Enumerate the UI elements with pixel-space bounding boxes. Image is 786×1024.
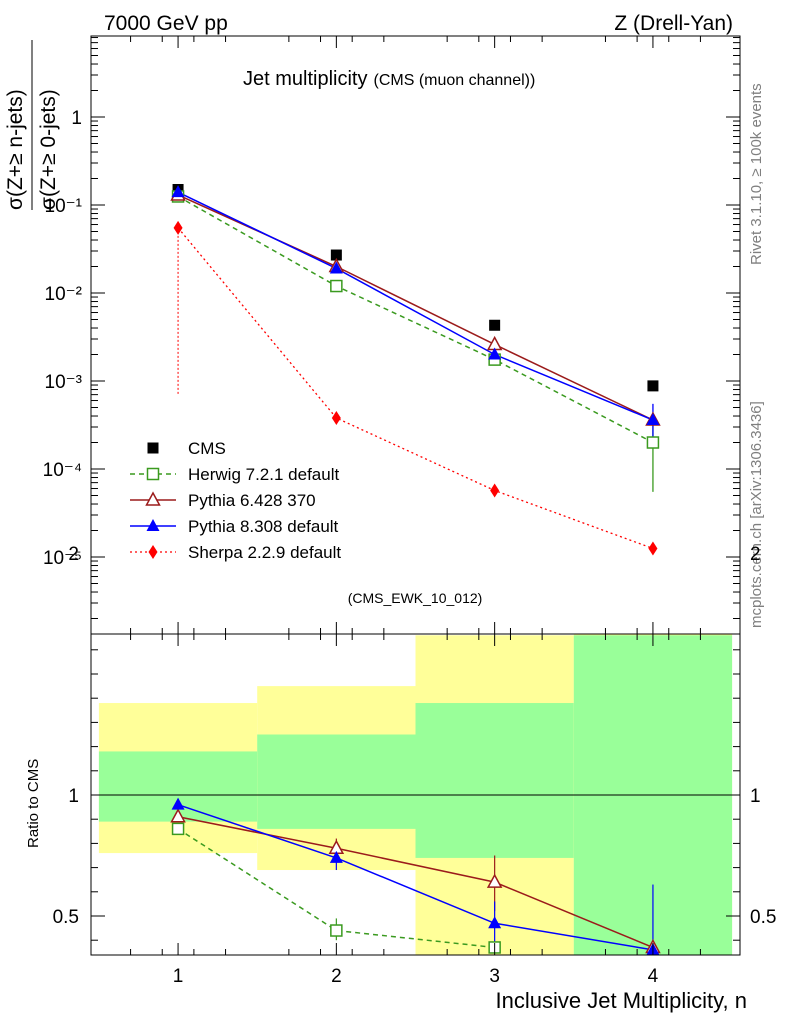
watermark: (CMS_EWK_10_012) [348, 590, 483, 606]
legend-marker-4 [148, 545, 158, 559]
y-tick-label-3: 10⁻³ [45, 372, 83, 393]
point-0-3 [647, 380, 659, 392]
series-line-2 [177, 194, 654, 421]
ratio-line-1 [177, 816, 654, 949]
ratio-line-2 [177, 803, 654, 951]
legend-label-4: Sherpa 2.2.9 default [188, 543, 341, 562]
point-0-2 [489, 319, 501, 331]
ratio-y-label-r-0: 0.5 [750, 907, 776, 928]
ratio-point-2-0 [171, 797, 185, 810]
legend-marker-2 [145, 491, 161, 506]
point-0-1 [330, 249, 342, 261]
ratio-bands [91, 634, 740, 955]
point-4-1 [331, 410, 341, 425]
ratio-y-label-l-0: 0.5 [53, 907, 79, 928]
x-tick-label-2: 2 [331, 966, 342, 987]
x-tick-label-4: 4 [648, 966, 659, 987]
ratio-point-1-2 [486, 873, 503, 888]
ratio-y-label-l-1: 1 [68, 786, 79, 807]
y-tick-label-4: 10⁻⁴ [43, 460, 82, 481]
point-3-0 [171, 185, 185, 198]
legend-marker-3 [146, 519, 160, 531]
legend-label-3: Pythia 8.308 default [188, 517, 339, 536]
series-line-4 [177, 227, 654, 550]
series-lines [177, 191, 654, 955]
y-tick-label-2: 10⁻² [45, 284, 83, 305]
legend-marker-0 [147, 442, 159, 454]
chart-title-main: Jet multiplicity [243, 68, 367, 90]
y-label-denominator: σ(Z+≥ 0-jets) [37, 89, 60, 210]
ratio-point-2-1 [329, 850, 343, 863]
header-right: Z (Drell-Yan) [614, 12, 733, 35]
y-tick-label-0: 1 [71, 108, 82, 129]
header-left: 7000 GeV pp [104, 12, 228, 35]
ratio-y-label-r-2: 2 [750, 544, 761, 565]
series-line-3 [177, 191, 654, 421]
point-4-2 [490, 483, 500, 498]
legend-marker-1 [146, 467, 160, 481]
y-label-numerator: σ(Z+≥ n-jets) [4, 89, 27, 210]
y-tick-label-5: 10⁻⁵ [43, 548, 82, 569]
axes: 1 10⁻¹ 10⁻² 10⁻³ 10⁻⁴ 10⁻⁵ 1 2 3 4 0.5 0.5 1 1 2 2 [43, 35, 776, 987]
point-3-1 [329, 261, 343, 274]
point-1-1 [330, 279, 343, 293]
x-tick-label-1: 1 [173, 966, 184, 987]
ratio-y-label-l-2: 2 [68, 544, 79, 565]
mcplots-label: mcplots.cern.ch [arXiv:1306.3436] [748, 401, 765, 628]
legend: CMS Herwig 7.2.1 default Pythia 6.428 370 P… [130, 439, 341, 562]
ratio-point-2-2 [488, 916, 502, 929]
ratio-band-inner-3 [415, 703, 574, 858]
series-line-1 [177, 195, 654, 444]
x-tick-label-3: 3 [489, 966, 500, 987]
ratio-point-1-0 [170, 808, 186, 823]
point-4-0 [173, 220, 183, 235]
ratio-band-inner-2 [257, 734, 416, 829]
y-tick-label-1: 10⁻¹ [45, 196, 83, 217]
legend-label-0: CMS [188, 439, 226, 458]
ratio-point-0-0 [171, 822, 185, 836]
point-1-3 [646, 436, 660, 449]
chart-subtitle: (CMS (muon channel)) [373, 72, 535, 89]
rivet-label: Rivet 3.1.10, ≥ 100k events [748, 83, 765, 265]
point-3-2 [488, 347, 502, 360]
legend-label-1: Herwig 7.2.1 default [188, 465, 339, 484]
point-3-3 [646, 413, 660, 426]
x-axis-label: Inclusive Jet Multiplicity, n [496, 988, 747, 1013]
ratio-point-0-1 [330, 924, 343, 937]
ratio-y-label: Ratio to CMS [25, 759, 42, 848]
ratio-y-label-r-1: 1 [750, 786, 761, 807]
point-4-3 [648, 541, 658, 556]
chart-title: Jet multiplicity (CMS (muon channel)) [243, 68, 535, 90]
legend-label-2: Pythia 6.428 370 [188, 491, 316, 510]
